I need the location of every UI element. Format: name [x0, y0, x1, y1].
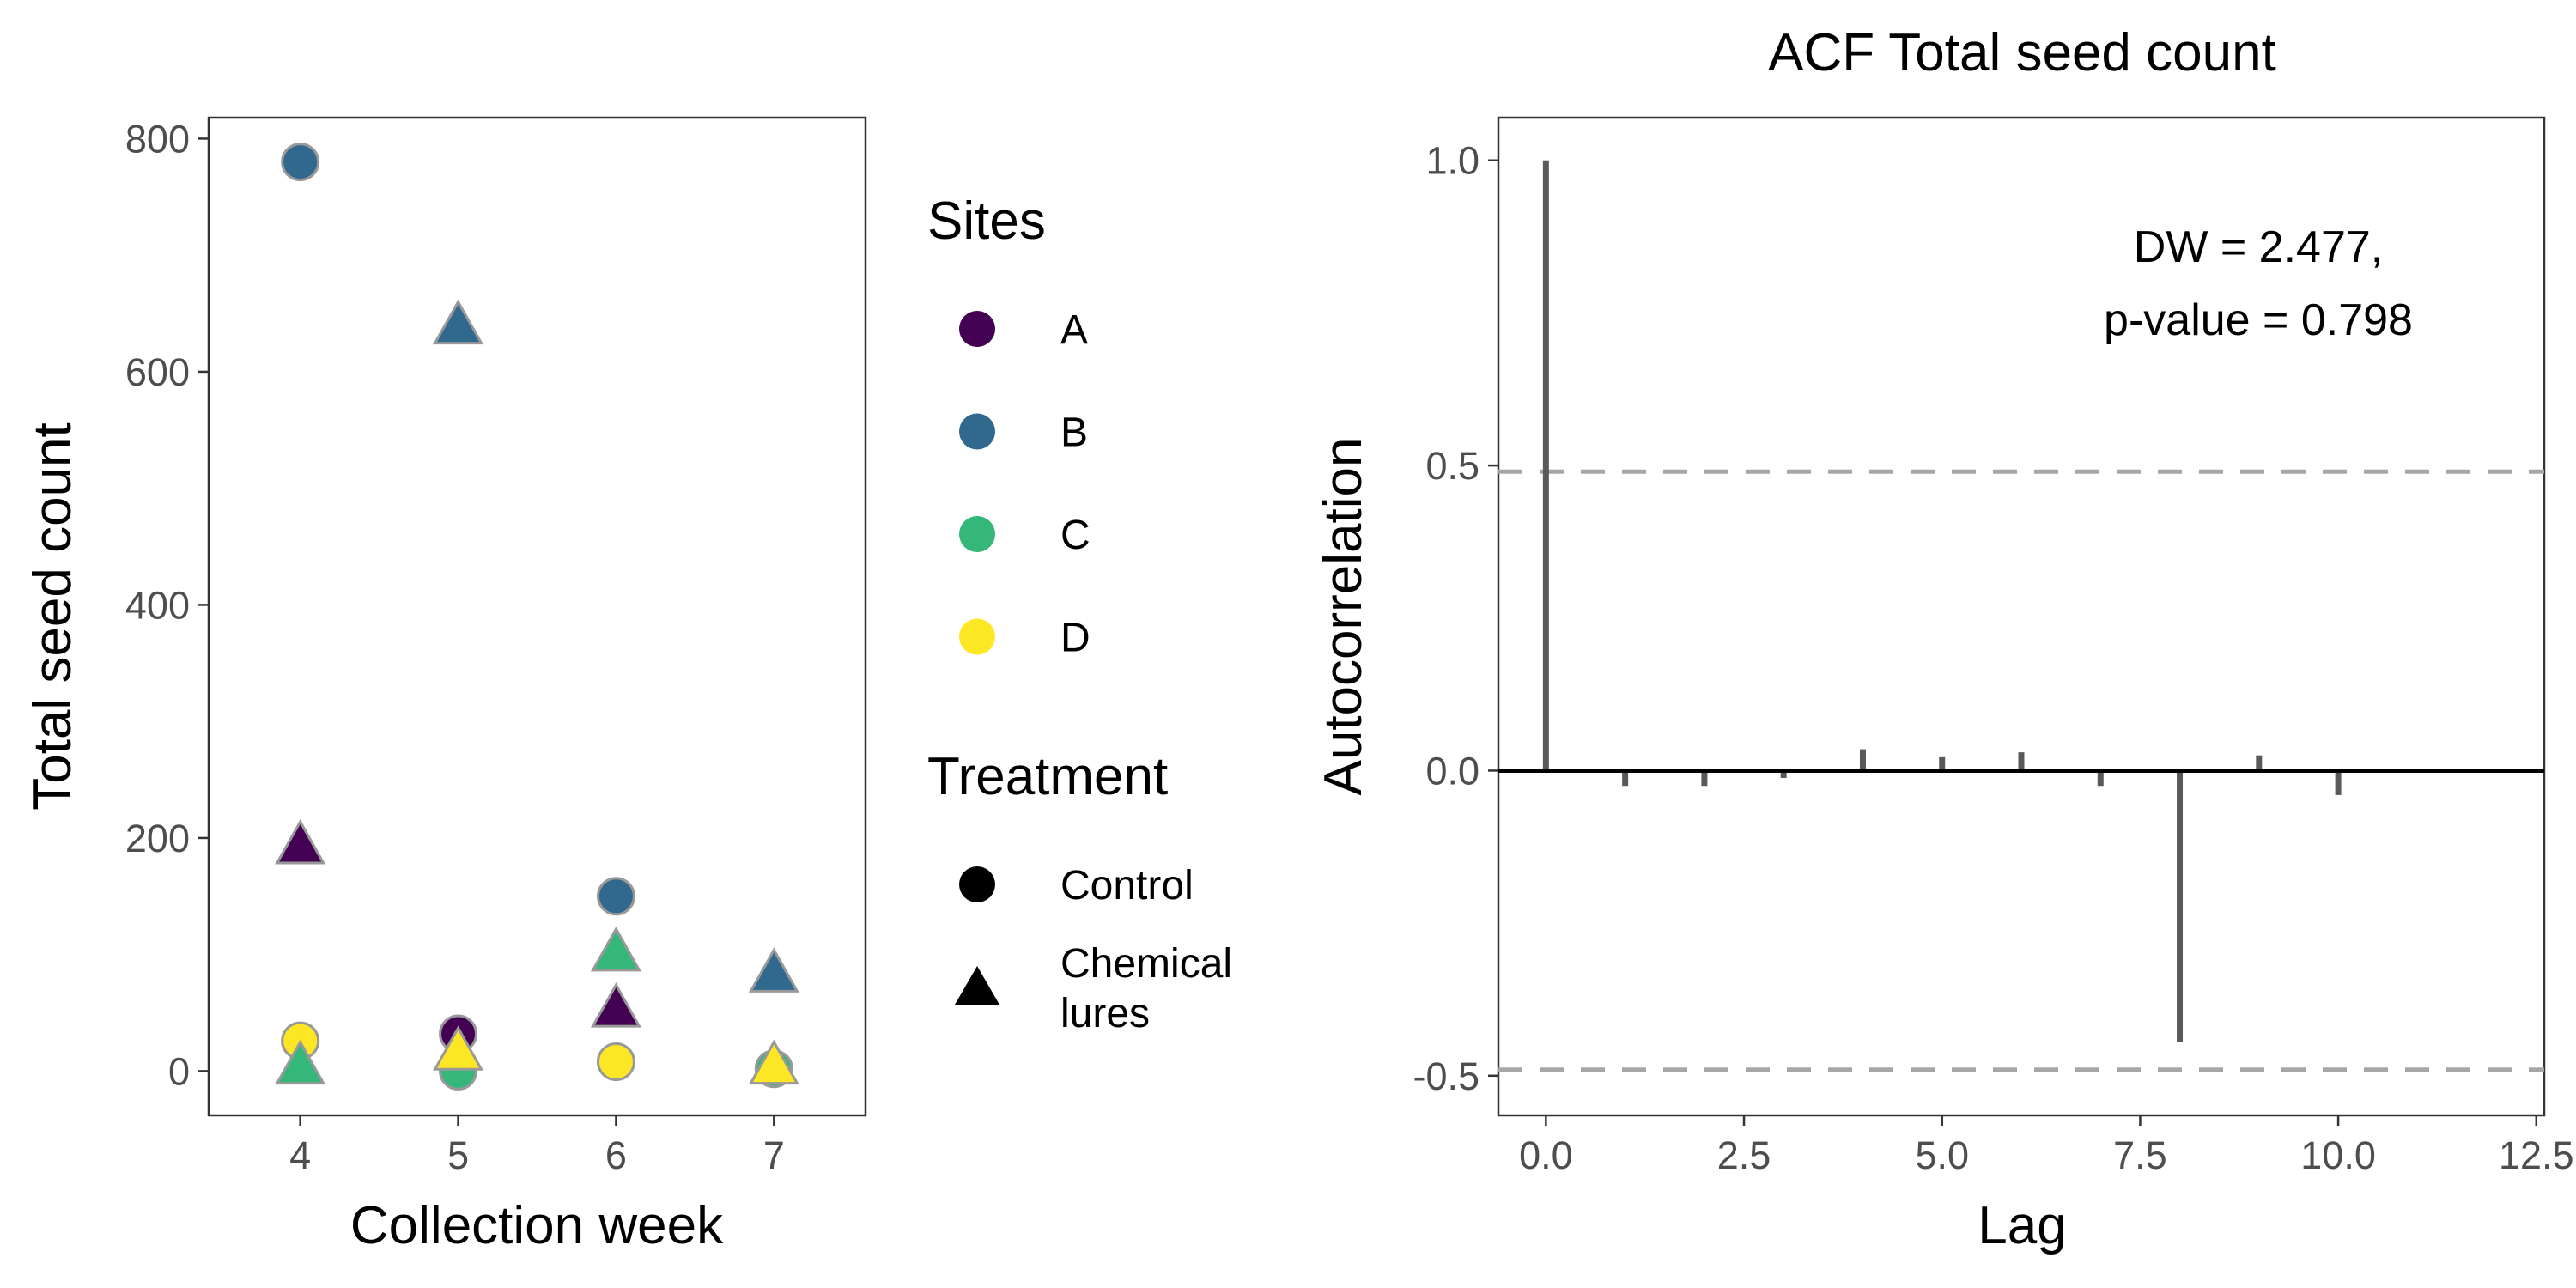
legend-control-circle-icon — [959, 866, 995, 902]
acf-confidence-lines — [1498, 469, 2544, 1072]
scatter-point-control — [281, 143, 320, 182]
scatter-plot-border — [207, 116, 867, 1117]
legend-treatment-title: Treatment — [927, 747, 1168, 806]
scatter-x-tick-label: 4 — [289, 1133, 311, 1177]
acf-annotation-line1: DW = 2.477, — [2134, 222, 2383, 272]
acf-y-tick-label: 0.5 — [1425, 444, 1479, 488]
acf-y-tick-label: 1.0 — [1425, 139, 1479, 183]
scatter-x-tick-label: 7 — [763, 1133, 785, 1177]
legend-site-key — [959, 311, 995, 347]
scatter-y-tick-label: 0 — [168, 1049, 190, 1093]
scatter-y-tick-label: 800 — [125, 117, 190, 161]
scatter-point-chemical-lures — [748, 1039, 799, 1085]
scatter-point-control — [596, 1042, 635, 1082]
acf-x-tick-label: 0.0 — [1519, 1133, 1573, 1177]
acf-y-axis-title: Autocorrelation — [1314, 437, 1373, 795]
acf-y-tick-label: 0.0 — [1425, 749, 1479, 793]
scatter-y-tick-label: 600 — [125, 350, 190, 394]
acf-plot-border — [1497, 116, 2546, 1117]
acf-chart-title: ACF Total seed count — [1768, 23, 2276, 82]
scatter-point-chemical-lures — [432, 299, 484, 345]
acf-y-axis: -0.5 0.0 0.5 1.0 — [1413, 139, 1498, 1098]
legend-chemical-lures-label-line1: Chemical — [1060, 941, 1232, 987]
legend-chemical-lures-triangle-icon — [955, 966, 999, 1005]
scatter-y-tick-label: 400 — [125, 583, 190, 627]
acf-y-tick-label: -0.5 — [1413, 1054, 1479, 1098]
scatter-point-chemical-lures — [275, 818, 326, 865]
legend-control-label: Control — [1060, 863, 1194, 908]
scatter-x-axis-title: Collection week — [350, 1196, 724, 1255]
legend-site-label: C — [1060, 513, 1091, 558]
acf-x-tick-label: 12.5 — [2499, 1133, 2574, 1177]
legend-site-label: B — [1060, 410, 1088, 456]
scatter-y-axis: 0 200 400 600 800 — [125, 117, 209, 1093]
acf-bars — [1542, 160, 2342, 1042]
legend-chemical-lures-label-line2: lures — [1060, 991, 1150, 1036]
acf-panel: ACF Total seed count -0.5 0.0 0.5 1.0 0.0 2.… — [1314, 23, 2574, 1255]
legend-site-label: A — [1060, 307, 1088, 353]
scatter-y-axis-title: Total seed count — [23, 422, 82, 811]
scatter-panel: 0 200 400 600 800 4 5 6 7 Collection week Total… — [23, 116, 867, 1255]
scatter-point-chemical-lures — [432, 1025, 484, 1071]
acf-annotation-line2: p-value = 0.798 — [2104, 295, 2413, 345]
legend-site-key — [959, 413, 995, 450]
acf-x-tick-label: 2.5 — [1717, 1133, 1771, 1177]
acf-x-tick-label: 5.0 — [1915, 1133, 1969, 1177]
legend: Sites A B C D Treatment Control Chemical lu… — [927, 191, 1232, 1036]
acf-x-axis: 0.0 2.5 5.0 7.5 10.0 12.5 — [1519, 1115, 2574, 1177]
legend-site-key — [959, 618, 995, 655]
scatter-point-chemical-lures — [590, 926, 642, 972]
acf-x-tick-label: 10.0 — [2300, 1133, 2376, 1177]
legend-sites-title: Sites — [927, 191, 1046, 251]
scatter-x-tick-label: 5 — [447, 1133, 469, 1177]
scatter-point-chemical-lures — [275, 1039, 326, 1085]
scatter-points — [275, 143, 799, 1091]
legend-site-label: D — [1060, 616, 1091, 661]
scatter-x-axis: 4 5 6 7 — [289, 1115, 785, 1177]
legend-site-key — [959, 516, 995, 552]
acf-x-tick-label: 7.5 — [2113, 1133, 2167, 1177]
scatter-point-chemical-lures — [590, 982, 642, 1028]
scatter-point-control — [596, 877, 635, 916]
acf-x-axis-title: Lag — [1978, 1196, 2066, 1255]
scatter-y-tick-label: 200 — [125, 817, 190, 860]
legend-sites: A B C D — [959, 307, 1091, 661]
scatter-x-tick-label: 6 — [605, 1133, 627, 1177]
scatter-point-chemical-lures — [748, 947, 799, 993]
